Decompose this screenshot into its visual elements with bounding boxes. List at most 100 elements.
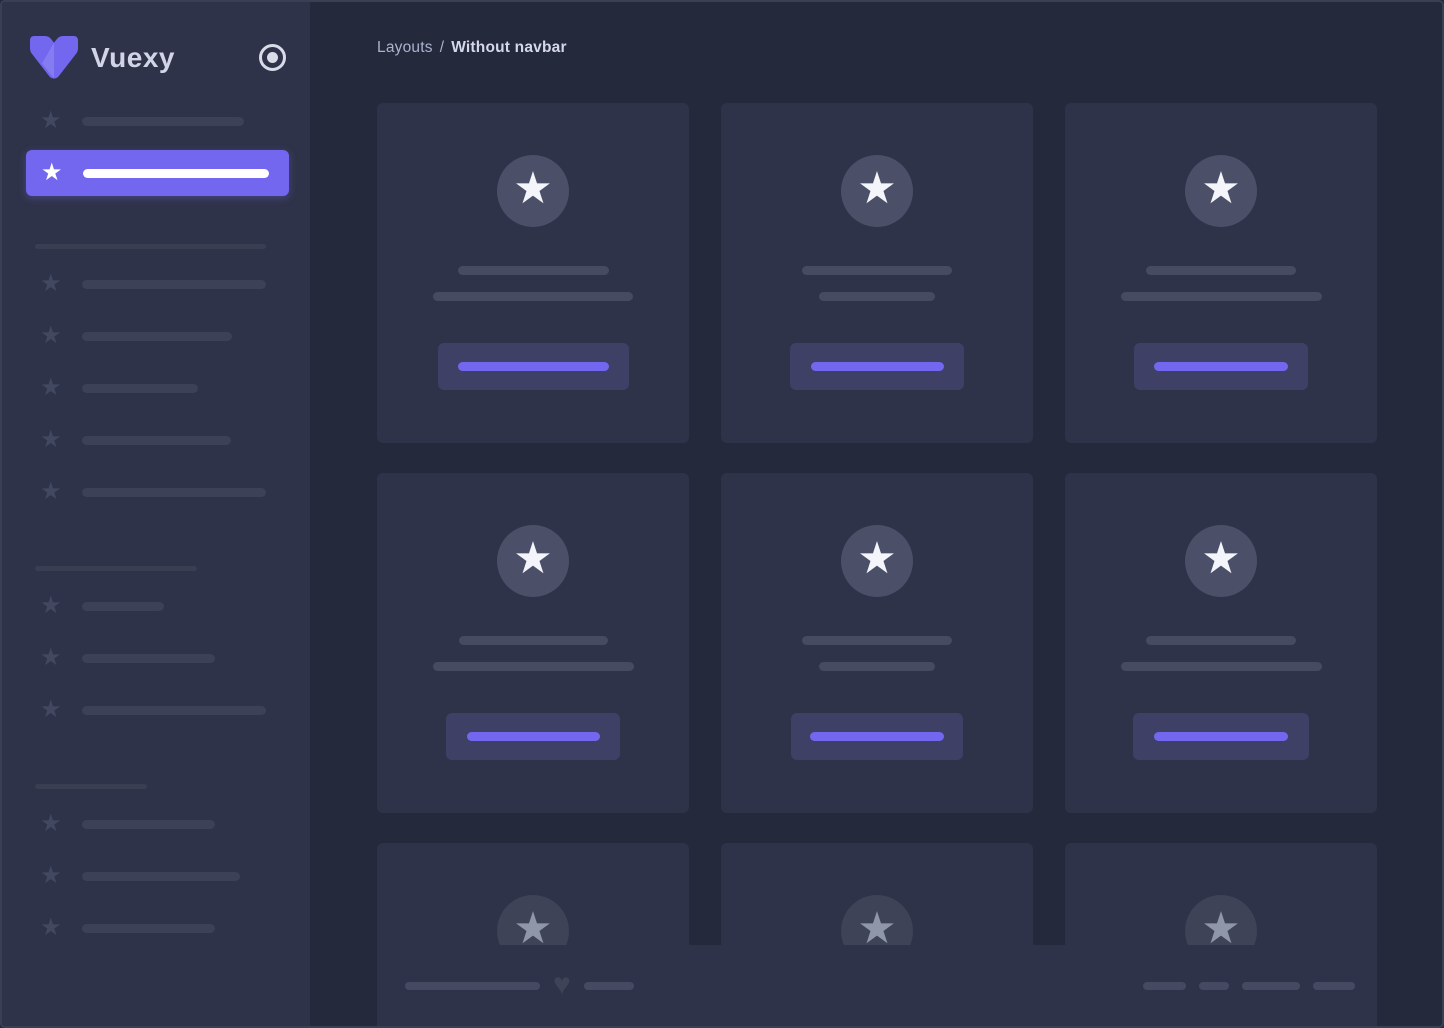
star-icon: ★ xyxy=(513,534,553,583)
card-title-placeholder xyxy=(458,636,608,645)
menu-item-label-placeholder xyxy=(83,168,269,178)
menu-item-label-placeholder xyxy=(82,871,240,881)
sidebar-menu-item[interactable]: ★ xyxy=(2,684,310,736)
menu-item-label-placeholder xyxy=(82,487,266,497)
star-icon: ★ xyxy=(1201,164,1241,213)
avatar: ★ xyxy=(841,525,913,597)
sidebar-menu-item[interactable]: ★ xyxy=(2,414,310,466)
star-icon: ★ xyxy=(40,374,62,401)
main-content: Layouts / Without navbar ★ ★ ★ xyxy=(310,2,1442,1026)
star-icon: ★ xyxy=(40,696,62,723)
star-icon: ★ xyxy=(40,478,62,505)
menu-item-label-placeholder xyxy=(82,923,215,933)
menu-item-label-placeholder xyxy=(82,116,244,126)
sidebar-menu-item[interactable]: ★ xyxy=(2,902,310,954)
button-label-placeholder xyxy=(466,732,600,741)
section-label-placeholder xyxy=(35,783,147,789)
menu-item-label-placeholder xyxy=(82,383,198,393)
star-icon: ★ xyxy=(1201,904,1241,953)
star-icon: ★ xyxy=(40,592,62,619)
section-label-placeholder xyxy=(35,565,197,571)
feature-card: ★ xyxy=(377,103,689,443)
star-icon: ★ xyxy=(40,862,62,889)
card-subtitle-placeholder xyxy=(819,292,935,301)
sidebar-menu-item-active[interactable]: ★ xyxy=(26,150,289,196)
footer-link-pill xyxy=(1143,981,1186,990)
star-icon: ★ xyxy=(41,159,63,186)
breadcrumb-section: Layouts xyxy=(377,39,433,56)
card-title-placeholder xyxy=(1146,266,1296,275)
card-grid: ★ ★ ★ ★ xyxy=(377,103,1377,1026)
footer-link-pill xyxy=(1242,981,1300,990)
sidebar-menu-item[interactable]: ★ xyxy=(2,580,310,632)
card-subtitle-placeholder xyxy=(432,662,634,671)
star-icon: ★ xyxy=(1201,534,1241,583)
menu-item-label-placeholder xyxy=(82,279,266,289)
menu-item-label-placeholder xyxy=(82,435,231,445)
button-label-placeholder xyxy=(1154,732,1288,741)
card-subtitle-placeholder xyxy=(1120,292,1322,301)
avatar: ★ xyxy=(497,155,569,227)
card-title-placeholder xyxy=(1146,636,1296,645)
card-action-button[interactable] xyxy=(1134,343,1308,390)
star-icon: ★ xyxy=(40,322,62,349)
button-label-placeholder xyxy=(457,362,609,371)
sidebar-menu-item[interactable]: ★ xyxy=(2,466,310,518)
feature-card: ★ xyxy=(721,473,1033,813)
sidebar-header: Vuexy xyxy=(30,36,286,79)
sidebar-menu-item[interactable]: ★ xyxy=(2,798,310,850)
card-action-button[interactable] xyxy=(446,713,620,760)
card-title-placeholder xyxy=(802,636,952,645)
button-label-placeholder xyxy=(810,732,944,741)
star-icon: ★ xyxy=(857,164,897,213)
footer-text-line xyxy=(405,981,540,990)
menu-item-label-placeholder xyxy=(82,653,215,663)
menu-item-label-placeholder xyxy=(82,601,164,611)
star-icon: ★ xyxy=(40,270,62,297)
star-icon: ★ xyxy=(857,534,897,583)
card-action-button[interactable] xyxy=(437,343,629,390)
star-icon: ★ xyxy=(513,904,553,953)
section-label-placeholder xyxy=(35,243,266,249)
sidebar-menu-item[interactable]: ★ xyxy=(2,95,310,147)
card-action-button[interactable] xyxy=(791,713,963,760)
button-label-placeholder xyxy=(810,362,944,371)
vuexy-logo-icon[interactable] xyxy=(30,36,78,79)
feature-card: ★ xyxy=(377,473,689,813)
brand-title: Vuexy xyxy=(91,41,175,73)
feature-card: ★ xyxy=(1065,473,1377,813)
sidebar-menu-item[interactable]: ★ xyxy=(2,258,310,310)
card-action-button[interactable] xyxy=(790,343,964,390)
heart-icon: ♥ xyxy=(553,967,571,1001)
sidebar-menu: ★ ★ ★ ★ ★ ★ ★ ★ ★ ★ xyxy=(2,95,310,954)
app-footer: ♥ xyxy=(377,945,1377,1026)
card-action-button[interactable] xyxy=(1133,713,1309,760)
avatar: ★ xyxy=(841,155,913,227)
breadcrumb-current: Without navbar xyxy=(451,39,567,56)
footer-links-group xyxy=(1143,981,1355,990)
sidebar-section-header xyxy=(2,234,310,258)
feature-card: ★ xyxy=(1065,103,1377,443)
sidebar-section-header xyxy=(2,774,310,798)
star-icon: ★ xyxy=(40,426,62,453)
menu-item-label-placeholder xyxy=(82,705,266,715)
footer-link-pill xyxy=(1199,981,1229,990)
sidebar: Vuexy ★ ★ ★ ★ ★ ★ ★ ★ xyxy=(2,2,310,1026)
card-subtitle-placeholder xyxy=(433,292,633,301)
star-icon: ★ xyxy=(40,644,62,671)
footer-link-pill xyxy=(1313,981,1355,990)
breadcrumb-separator: / xyxy=(439,39,445,56)
footer-text-line xyxy=(583,981,634,990)
menu-pin-toggle-icon[interactable] xyxy=(259,44,286,71)
avatar: ★ xyxy=(497,525,569,597)
star-icon: ★ xyxy=(513,164,553,213)
sidebar-menu-item[interactable]: ★ xyxy=(2,632,310,684)
card-subtitle-placeholder xyxy=(819,662,935,671)
menu-item-label-placeholder xyxy=(82,331,232,341)
sidebar-menu-item[interactable]: ★ xyxy=(2,362,310,414)
sidebar-menu-item[interactable]: ★ xyxy=(2,310,310,362)
card-subtitle-placeholder xyxy=(1120,662,1322,671)
sidebar-menu-item[interactable]: ★ xyxy=(2,850,310,902)
menu-item-label-placeholder xyxy=(82,819,215,829)
